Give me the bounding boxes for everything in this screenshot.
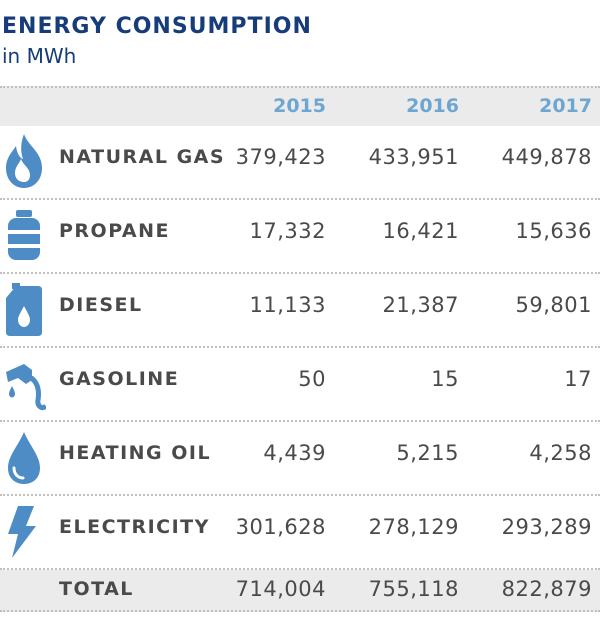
cell-value: 5,215 xyxy=(396,441,459,465)
cell-value: 21,387 xyxy=(382,293,459,317)
flame-icon xyxy=(2,132,46,190)
total-label: TOTAL xyxy=(59,578,134,600)
column-header-2015: 2015 xyxy=(273,95,326,117)
cell-value: 433,951 xyxy=(368,145,459,169)
cell-value: 379,423 xyxy=(235,145,326,169)
row-label: DIESEL xyxy=(59,294,143,316)
table-row-natural-gas: NATURAL GAS 379,423 433,951 449,878 xyxy=(0,126,600,200)
table-row-electricity: ELECTRICITY 301,628 278,129 293,289 xyxy=(0,496,600,570)
total-value: 822,879 xyxy=(501,577,592,601)
cell-value: 17 xyxy=(564,367,592,391)
oil-drop-icon xyxy=(2,428,46,486)
cell-value: 16,421 xyxy=(382,219,459,243)
table-row-total: TOTAL 714,004 755,118 822,879 xyxy=(0,570,600,612)
row-label: NATURAL GAS xyxy=(59,146,226,168)
total-value: 714,004 xyxy=(235,577,326,601)
fuel-nozzle-icon xyxy=(2,354,46,412)
cell-value: 11,133 xyxy=(249,293,326,317)
cell-value: 449,878 xyxy=(501,145,592,169)
cell-value: 15,636 xyxy=(515,219,592,243)
cell-value: 50 xyxy=(298,367,326,391)
diesel-canister-icon xyxy=(2,280,46,338)
cell-value: 17,332 xyxy=(249,219,326,243)
cell-value: 301,628 xyxy=(235,515,326,539)
total-value: 755,118 xyxy=(368,577,459,601)
row-label: PROPANE xyxy=(59,220,170,242)
page-title: ENERGY CONSUMPTION xyxy=(2,14,312,39)
cell-value: 293,289 xyxy=(501,515,592,539)
energy-table: 2015 2016 2017 NATURAL GAS 379,423 433,9… xyxy=(0,86,600,612)
table-row-gasoline: GASOLINE 50 15 17 xyxy=(0,348,600,422)
table-row-heating-oil: HEATING OIL 4,439 5,215 4,258 xyxy=(0,422,600,496)
cell-value: 278,129 xyxy=(368,515,459,539)
row-label: GASOLINE xyxy=(59,368,180,390)
propane-tank-icon xyxy=(2,206,46,264)
table-row-diesel: DIESEL 11,133 21,387 59,801 xyxy=(0,274,600,348)
row-label: HEATING OIL xyxy=(59,442,212,464)
cell-value: 15 xyxy=(431,367,459,391)
cell-value: 59,801 xyxy=(515,293,592,317)
column-header-2017: 2017 xyxy=(539,95,592,117)
row-label: ELECTRICITY xyxy=(59,516,210,538)
page-subtitle: in MWh xyxy=(2,44,77,68)
table-row-propane: PROPANE 17,332 16,421 15,636 xyxy=(0,200,600,274)
table-header-row: 2015 2016 2017 xyxy=(0,86,600,126)
lightning-bolt-icon xyxy=(2,502,46,560)
column-header-2016: 2016 xyxy=(406,95,459,117)
cell-value: 4,258 xyxy=(529,441,592,465)
cell-value: 4,439 xyxy=(263,441,326,465)
